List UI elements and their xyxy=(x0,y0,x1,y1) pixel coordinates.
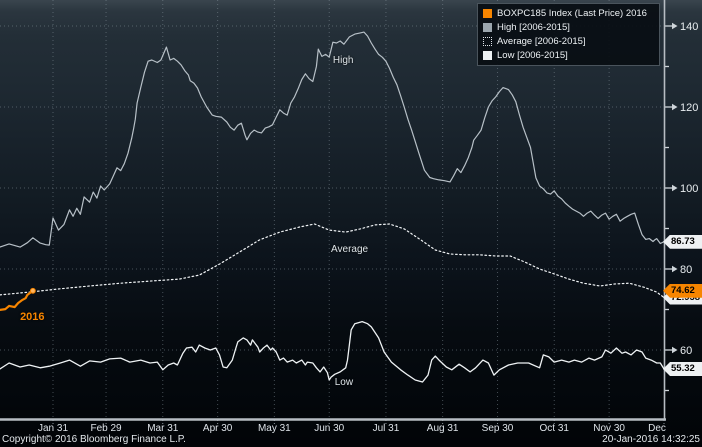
series-line-low xyxy=(0,320,665,383)
chart-legend: BOXPC185 Index (Last Price) 2016 High [2… xyxy=(477,3,660,66)
month-label: Nov 30 xyxy=(593,423,625,434)
y-tick-arrow-icon xyxy=(672,184,678,192)
legend-swatch-2016-icon xyxy=(483,9,492,18)
legend-item-high[interactable]: High [2006-2015] xyxy=(483,21,654,34)
series-line-average xyxy=(0,223,665,299)
legend-item-average[interactable]: Average [2006-2015] xyxy=(483,35,654,48)
month-label: May 31 xyxy=(258,423,291,434)
y-tick-label: 100 xyxy=(680,183,698,195)
month-label: Dec xyxy=(648,423,666,434)
y-tick-arrow-icon xyxy=(672,22,678,30)
series-label-2016: 2016 xyxy=(20,310,45,323)
month-label: Sep 30 xyxy=(482,423,514,434)
legend-swatch-high-icon xyxy=(483,23,492,32)
month-label: Mar 31 xyxy=(147,423,179,434)
series-line-2016 xyxy=(0,289,35,311)
timestamp-text: 20-Jan-2016 14:32:25 xyxy=(602,434,700,445)
y-tick-arrow-icon xyxy=(672,265,678,273)
y-tick-label: 140 xyxy=(680,21,698,33)
legend-item-low[interactable]: Low [2006-2015] xyxy=(483,49,654,62)
series-label-high: High xyxy=(332,55,354,67)
y-tick-label: 80 xyxy=(680,264,692,276)
series-line-high xyxy=(0,31,665,248)
last-price-badge: 86.73 xyxy=(663,234,702,249)
copyright-text: Copyright© 2016 Bloomberg Finance L.P. xyxy=(2,434,186,445)
last-price-badge: 55.32 xyxy=(663,361,702,376)
legend-label-low: Low [2006-2015] xyxy=(497,50,568,61)
month-label: Aug 31 xyxy=(427,423,459,434)
legend-item-2016[interactable]: BOXPC185 Index (Last Price) 2016 xyxy=(483,7,654,20)
month-label: Jun 30 xyxy=(314,423,344,434)
legend-label-2016: BOXPC185 Index (Last Price) 2016 xyxy=(497,8,647,19)
month-label: Jan 31 xyxy=(38,423,68,434)
legend-swatch-average-icon xyxy=(483,37,492,46)
chart-footer: Copyright© 2016 Bloomberg Finance L.P. 2… xyxy=(0,433,702,447)
series-label-average: Average xyxy=(331,243,369,255)
y-tick-label: 60 xyxy=(680,345,692,357)
month-label: Oct 31 xyxy=(540,423,570,434)
last-price-marker xyxy=(29,287,36,294)
last-price-badge: 74.62 xyxy=(663,283,702,298)
y-tick-arrow-icon xyxy=(672,103,678,111)
legend-label-average: Average [2006-2015] xyxy=(497,36,586,47)
month-label: Apr 30 xyxy=(203,423,233,434)
y-tick-arrow-icon xyxy=(672,346,678,354)
month-label: Jul 31 xyxy=(373,423,400,434)
y-tick-label: 120 xyxy=(680,102,698,114)
legend-label-high: High [2006-2015] xyxy=(497,22,570,33)
legend-swatch-low-icon xyxy=(483,51,492,60)
month-label: Feb 29 xyxy=(90,423,122,434)
series-label-low: Low xyxy=(334,377,354,389)
